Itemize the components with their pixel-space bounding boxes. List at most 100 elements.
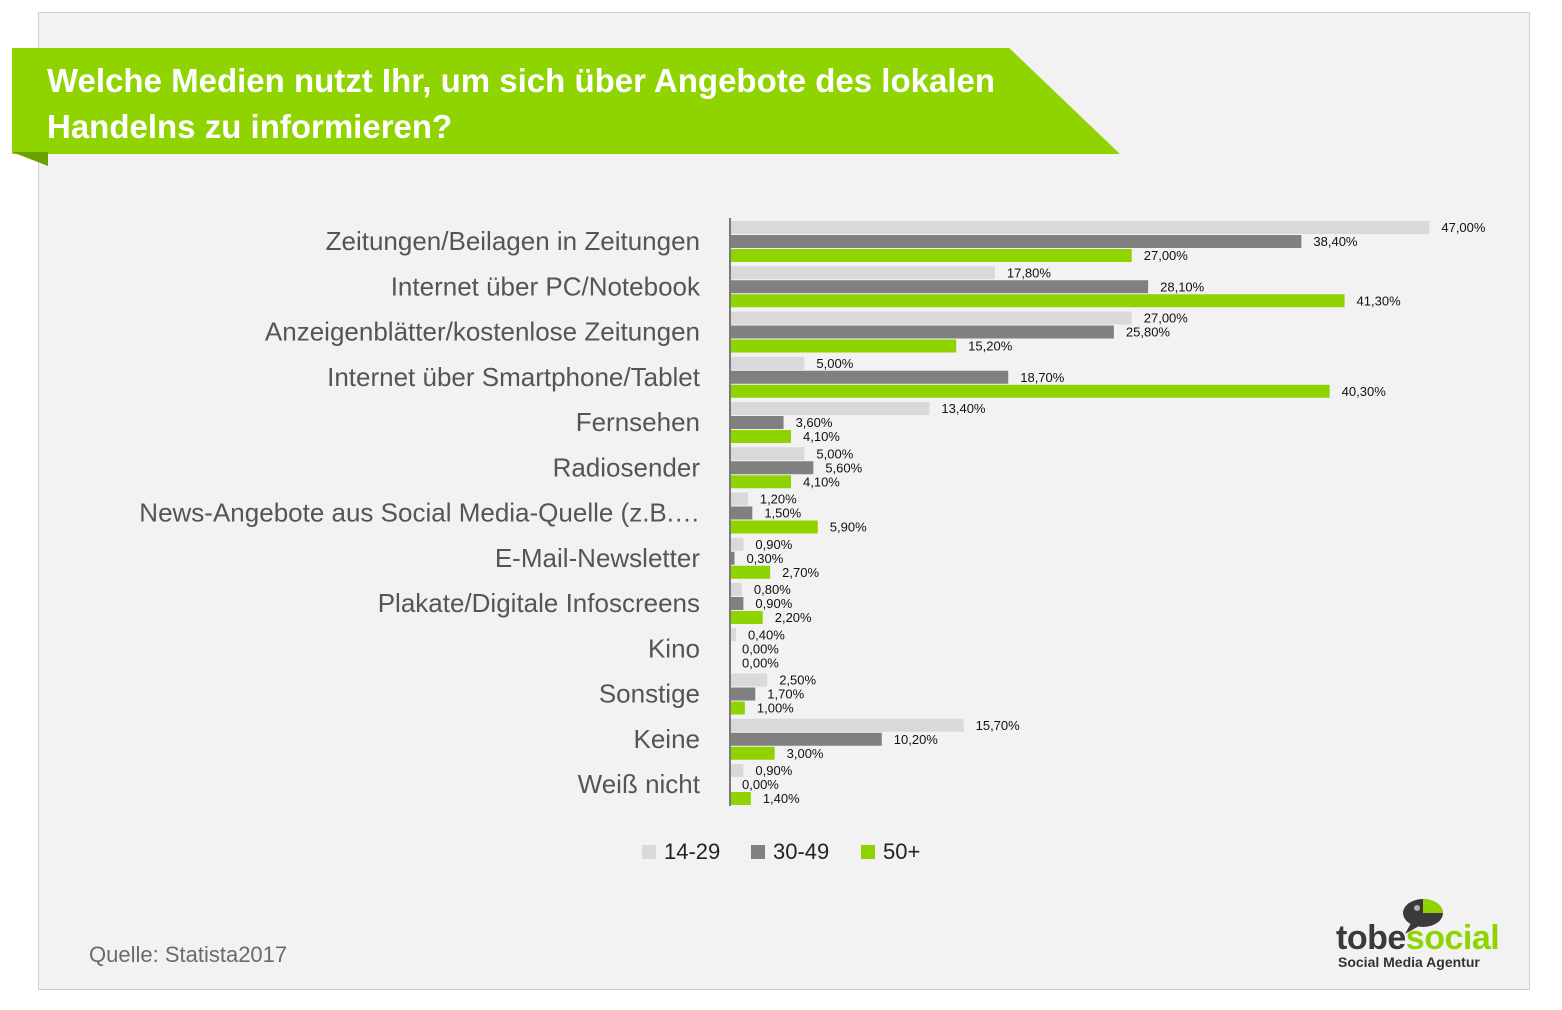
bar	[730, 339, 957, 353]
category-label: E-Mail-Newsletter	[495, 543, 700, 573]
legend-swatch	[751, 845, 765, 859]
legend-swatch	[861, 845, 875, 859]
bar	[730, 235, 1302, 248]
category-label: Internet über Smartphone/Tablet	[327, 362, 701, 392]
bar	[730, 280, 1149, 294]
data-label: 17,80%	[1007, 265, 1052, 280]
data-label: 1,40%	[763, 791, 800, 806]
category-label: Keine	[634, 724, 701, 754]
data-label: 5,00%	[816, 446, 853, 461]
bar	[730, 611, 763, 624]
data-label: 0,80%	[754, 582, 791, 597]
bar	[730, 384, 1330, 398]
data-label: 2,20%	[775, 610, 812, 625]
bar	[730, 597, 744, 610]
data-label: 0,90%	[755, 537, 792, 552]
data-label: 0,00%	[742, 655, 779, 670]
category-label: Sonstige	[599, 679, 700, 709]
tobesocial-logo: tobesocial Social Media Agentur	[1336, 896, 1508, 976]
bar	[730, 701, 745, 715]
source-note: Quelle: Statista2017	[89, 942, 288, 967]
data-label: 27,00%	[1144, 248, 1189, 263]
data-label: 5,60%	[825, 460, 862, 475]
bar	[730, 249, 1132, 262]
category-label: Weiß nicht	[578, 769, 701, 799]
data-label: 3,00%	[787, 746, 824, 761]
chart-title: Welche Medien nutzt Ihr, um sich über An…	[47, 62, 995, 145]
bar	[730, 311, 1132, 325]
bar	[730, 551, 735, 565]
legend-label: 14-29	[664, 839, 720, 864]
data-label: 18,70%	[1020, 370, 1065, 385]
bar	[730, 628, 736, 642]
bar	[730, 416, 784, 429]
data-label: 47,00%	[1441, 220, 1486, 235]
bar	[730, 356, 805, 370]
bar	[730, 792, 751, 805]
data-label: 5,00%	[816, 356, 853, 371]
category-label: Kino	[648, 633, 700, 663]
data-label: 4,10%	[803, 474, 840, 489]
bar	[730, 492, 748, 506]
bar	[730, 475, 792, 489]
data-label: 2,70%	[782, 565, 819, 580]
data-label: 4,10%	[803, 429, 840, 444]
bar	[730, 266, 995, 280]
bar	[730, 221, 1430, 234]
legend-swatch	[642, 845, 656, 859]
bar	[730, 430, 792, 443]
data-label: 25,80%	[1126, 325, 1171, 340]
data-label: 38,40%	[1313, 234, 1358, 249]
bar	[730, 325, 1114, 339]
data-label: 15,70%	[976, 718, 1021, 733]
bar	[730, 461, 814, 475]
data-label: 0,90%	[755, 596, 792, 611]
title-banner	[12, 48, 1120, 154]
data-label: 2,50%	[779, 673, 816, 688]
bar	[730, 402, 930, 415]
data-label: 10,20%	[894, 732, 939, 747]
bar	[730, 537, 744, 551]
bar	[730, 718, 964, 732]
category-label: Zeitungen/Beilagen in Zeitungen	[326, 226, 700, 256]
data-label: 0,00%	[742, 641, 779, 656]
data-label: 27,00%	[1144, 311, 1189, 326]
data-label: 1,50%	[764, 506, 801, 521]
legend-label: 30-49	[773, 839, 829, 864]
category-label: Radiosender	[553, 452, 701, 482]
bar	[730, 764, 744, 777]
data-label: 1,70%	[767, 687, 804, 702]
data-label: 13,40%	[941, 401, 986, 416]
data-label: 0,90%	[755, 763, 792, 778]
bar	[730, 294, 1345, 308]
category-label: News-Angebote aus Social Media-Quelle (z…	[139, 498, 700, 528]
legend-label: 50+	[883, 839, 920, 864]
bar	[730, 506, 753, 520]
logo-subtitle: Social Media Agentur	[1338, 954, 1480, 970]
bar	[730, 447, 805, 461]
data-label: 0,30%	[746, 551, 783, 566]
bar	[730, 583, 742, 596]
data-label: 0,40%	[748, 627, 785, 642]
speech-bubble-icon	[1403, 899, 1443, 934]
data-label: 40,30%	[1342, 384, 1387, 399]
bar	[730, 746, 775, 760]
data-label: 5,90%	[830, 520, 867, 535]
category-label: Internet über PC/Notebook	[391, 271, 701, 301]
data-label: 3,60%	[796, 415, 833, 430]
data-label: 0,00%	[742, 777, 779, 792]
bar	[730, 673, 768, 687]
logo-wordmark: tobesocial	[1336, 919, 1500, 957]
data-label: 28,10%	[1160, 279, 1205, 294]
bar	[730, 687, 756, 701]
data-label: 41,30%	[1357, 293, 1402, 308]
category-label: Anzeigenblätter/kostenlose Zeitungen	[265, 317, 700, 347]
bar	[730, 370, 1009, 384]
bar	[730, 732, 882, 746]
data-label: 1,00%	[757, 701, 794, 716]
category-label: Fernsehen	[576, 407, 700, 437]
data-label: 1,20%	[760, 492, 797, 507]
data-label: 15,20%	[968, 339, 1013, 354]
bar	[730, 565, 771, 579]
